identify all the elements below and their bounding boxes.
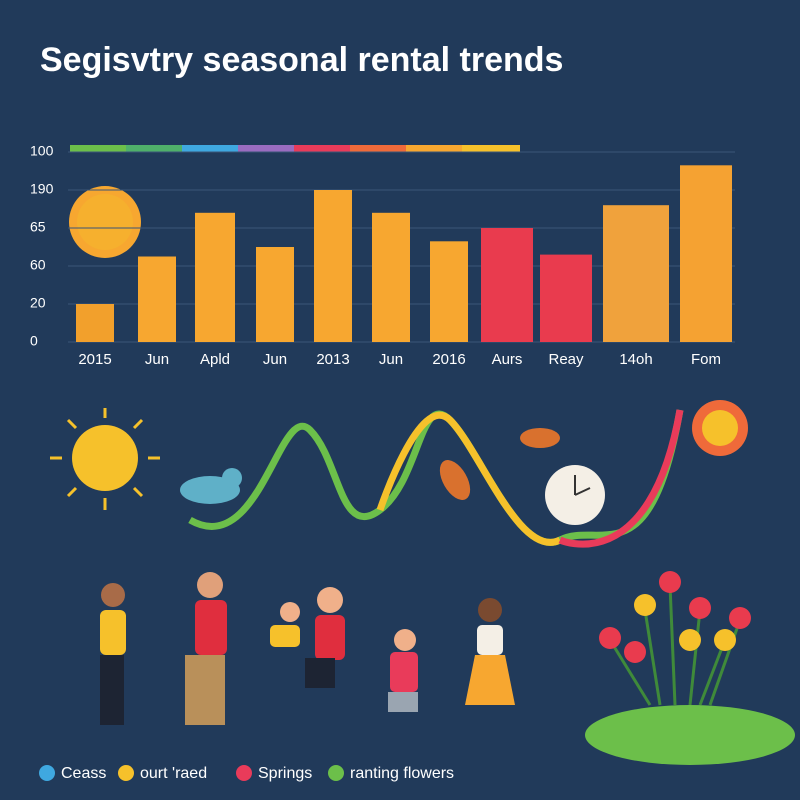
legend-swatch [118,765,134,781]
x-tick-label: Reay [548,351,584,368]
legend-label: ranting flowers [350,765,454,782]
legend-swatch [236,765,252,781]
bar [138,256,176,342]
color-strip [70,145,520,152]
season-illustration [50,400,748,548]
y-tick-label: 190 [30,181,54,197]
chart-title: Segisvtry seasonal rental trends [40,41,563,79]
y-tick-label: 100 [30,143,54,159]
legend-label: Ceass [61,765,106,782]
x-tick-label: 14oh [619,351,652,368]
legend-swatch [39,765,55,781]
bar [540,254,592,342]
bar [314,190,352,342]
bar [372,212,410,342]
x-tick-label: 2013 [316,351,349,368]
x-tick-label: Jun [379,351,403,368]
bar [76,304,114,342]
y-tick-label: 20 [30,295,46,311]
x-tick-label: Jun [145,351,169,368]
y-tick-label: 0 [30,333,38,349]
x-tick-label: 2015 [78,351,111,368]
x-tick-label: Fom [691,351,721,368]
y-tick-label: 65 [30,219,46,235]
legend-label: ourt 'raed [140,765,207,782]
x-tick-label: Apld [200,351,230,368]
bar [195,212,235,342]
x-tick-label: 2016 [432,351,465,368]
people-illustration [100,572,515,725]
bar [430,241,468,342]
x-tick-label: Jun [263,351,287,368]
legend-label: Springs [258,765,312,782]
sun-decoration [69,186,141,258]
bar [680,165,732,342]
y-tick-label: 60 [30,257,46,273]
bar [603,205,669,342]
x-tick-label: Aurs [492,351,523,368]
bar [481,228,533,342]
bar [256,247,294,342]
flowers-illustration [585,571,795,765]
legend-swatch [328,765,344,781]
